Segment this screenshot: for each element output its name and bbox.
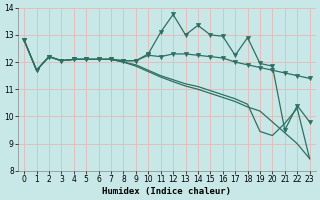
X-axis label: Humidex (Indice chaleur): Humidex (Indice chaleur) (102, 187, 231, 196)
